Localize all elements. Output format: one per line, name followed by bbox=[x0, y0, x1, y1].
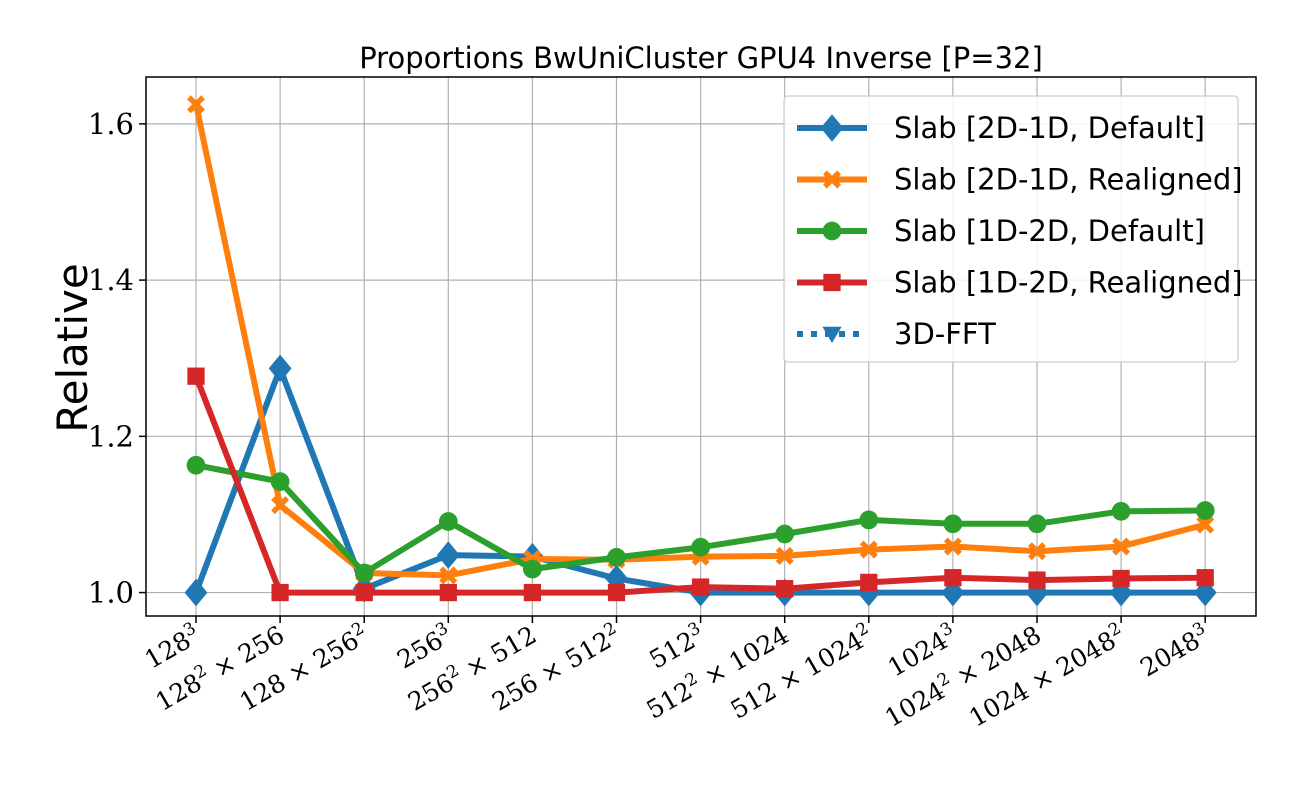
marker bbox=[859, 540, 878, 559]
legend-label: 3D-FFT bbox=[894, 317, 996, 351]
marker bbox=[438, 512, 458, 531]
y-tick-label: 1.4 bbox=[88, 263, 134, 297]
marker bbox=[439, 583, 457, 602]
marker bbox=[268, 354, 292, 383]
marker bbox=[943, 537, 962, 556]
y-axis-ticks: 1.0 1.2 1.4 1.6 bbox=[88, 107, 146, 610]
marker bbox=[1196, 515, 1215, 534]
marker bbox=[436, 541, 460, 569]
legend-item: Slab [1D-2D, Default] bbox=[797, 214, 1205, 248]
legend-item: Slab [2D-1D, Realigned] bbox=[797, 163, 1243, 197]
marker bbox=[607, 548, 626, 567]
x-tick-label: 20483 bbox=[1134, 618, 1214, 682]
marker bbox=[523, 559, 542, 579]
marker bbox=[860, 573, 878, 592]
marker bbox=[1027, 514, 1047, 534]
marker bbox=[354, 563, 374, 583]
marker bbox=[1111, 501, 1131, 521]
marker bbox=[775, 546, 794, 565]
y-tick-label: 1.0 bbox=[88, 576, 134, 610]
marker bbox=[943, 514, 963, 534]
series bbox=[186, 455, 1215, 583]
legend-item: 3D-FFT bbox=[797, 317, 996, 351]
legend-box bbox=[783, 95, 1239, 363]
marker bbox=[691, 578, 710, 596]
marker bbox=[523, 583, 542, 602]
marker bbox=[1112, 537, 1131, 556]
marker bbox=[775, 524, 795, 544]
marker bbox=[186, 455, 206, 475]
y-tick-label: 1.6 bbox=[88, 107, 134, 141]
marker bbox=[822, 221, 842, 241]
legend-label: Slab [1D-2D, Default] bbox=[894, 214, 1205, 248]
legend-label: Slab [1D-2D, Realigned] bbox=[894, 266, 1243, 300]
marker bbox=[187, 367, 205, 385]
marker bbox=[944, 569, 962, 587]
marker bbox=[1196, 569, 1214, 587]
legend-item: Slab [1D-2D, Realigned] bbox=[797, 266, 1243, 300]
y-tick-label: 1.2 bbox=[88, 419, 134, 453]
marker bbox=[859, 510, 879, 530]
legend-label: Slab [2D-1D, Realigned] bbox=[894, 163, 1243, 197]
marker bbox=[271, 583, 289, 602]
marker bbox=[355, 583, 373, 602]
marker bbox=[1028, 571, 1046, 589]
plot-series bbox=[184, 95, 1217, 607]
marker bbox=[820, 114, 844, 142]
legend-item: Slab [2D-1D, Default] bbox=[797, 111, 1205, 145]
marker bbox=[1109, 578, 1133, 607]
chart-title: Proportions BwUniCluster GPU4 Inverse [P… bbox=[359, 41, 1043, 75]
marker bbox=[271, 496, 290, 515]
legend: Slab [2D-1D, Default] Slab [2D-1D, Realig… bbox=[783, 95, 1243, 363]
marker bbox=[823, 273, 841, 292]
marker bbox=[187, 95, 205, 114]
marker bbox=[1112, 569, 1130, 588]
series bbox=[187, 367, 1214, 602]
marker bbox=[776, 580, 794, 598]
x-tick: 20483 bbox=[1134, 618, 1214, 682]
y-axis-label: Relative bbox=[48, 263, 97, 432]
marker bbox=[1195, 501, 1215, 520]
marker bbox=[607, 583, 626, 602]
marker bbox=[691, 537, 710, 557]
marker bbox=[439, 566, 458, 585]
marker bbox=[823, 170, 841, 189]
marker bbox=[270, 472, 290, 492]
marker bbox=[1028, 542, 1046, 561]
marker bbox=[822, 326, 842, 343]
marker bbox=[184, 578, 208, 607]
legend-label: Slab [2D-1D, Default] bbox=[894, 111, 1205, 145]
